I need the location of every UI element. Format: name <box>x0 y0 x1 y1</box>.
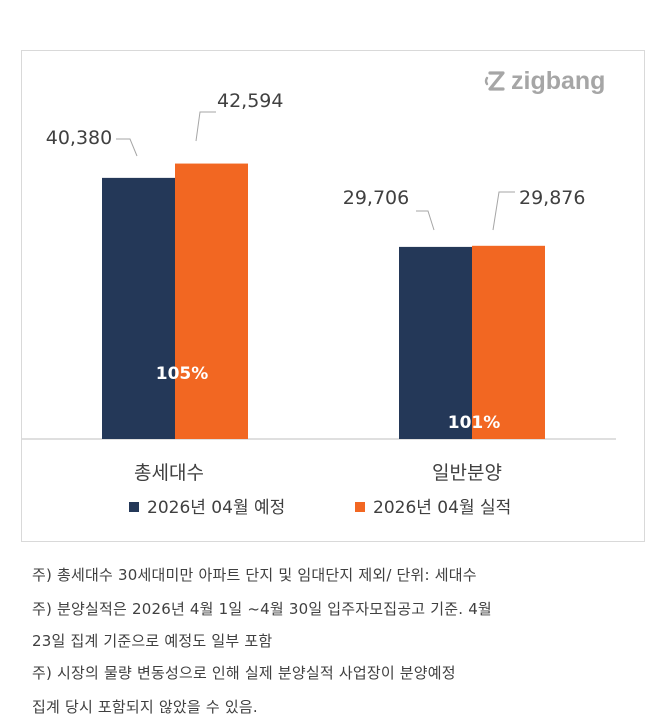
ratio-label-sale: 101% <box>448 413 501 433</box>
value-label-actual-sale: 29,876 <box>519 187 585 209</box>
leader-line-actual-total <box>195 111 216 142</box>
value-label-actual-total: 42,594 <box>217 90 283 112</box>
value-label-planned-sale: 29,706 <box>343 187 409 209</box>
footnote-line-1: 주) 총세대수 30세대미만 아파트 단지 및 임대단지 제외/ 단위: 세대수 <box>32 566 477 584</box>
leader-line-actual-sale <box>492 191 515 231</box>
leader-line-planned-total <box>116 138 138 157</box>
chart-area: zigbang 40,380 42,594 29,706 29,876 105%… <box>21 50 645 542</box>
bar-chart: zigbang 40,380 42,594 29,706 29,876 105%… <box>22 67 616 518</box>
footnote-line-5: 집계 당시 포함되지 않았을 수 있음. <box>32 698 258 716</box>
legend: 2026년 04월 예정 2026년 04월 실적 <box>129 498 511 518</box>
bar-planned-sale <box>399 246 472 439</box>
bar-actual-total <box>175 163 248 439</box>
legend-label-planned: 2026년 04월 예정 <box>147 498 285 518</box>
zigbang-logo-icon <box>484 71 505 91</box>
footnote-line-3: 23일 집계 기준으로 예정도 일부 포함 <box>32 632 273 650</box>
category-label-sale: 일반분양 <box>432 462 502 484</box>
leader-line-planned-sale <box>416 210 435 231</box>
footnote-line-2: 주) 분양실적은 2026년 4월 1일 ~4월 30일 입주자모집공고 기준.… <box>32 600 492 618</box>
zigbang-logo: zigbang <box>484 67 605 95</box>
category-label-total: 총세대수 <box>134 462 204 484</box>
bar-actual-sale <box>472 245 545 439</box>
bar-planned-total <box>102 177 175 439</box>
legend-label-actual: 2026년 04월 실적 <box>373 498 511 518</box>
legend-swatch-planned <box>129 502 139 512</box>
zigbang-logo-text: zigbang <box>511 67 605 95</box>
legend-swatch-actual <box>355 502 365 512</box>
footnote-line-4: 주) 시장의 물량 변동성으로 인해 실제 분양실적 사업장이 분양예정 <box>32 664 456 682</box>
ratio-label-total: 105% <box>156 364 209 384</box>
value-label-planned-total: 40,380 <box>46 127 112 149</box>
